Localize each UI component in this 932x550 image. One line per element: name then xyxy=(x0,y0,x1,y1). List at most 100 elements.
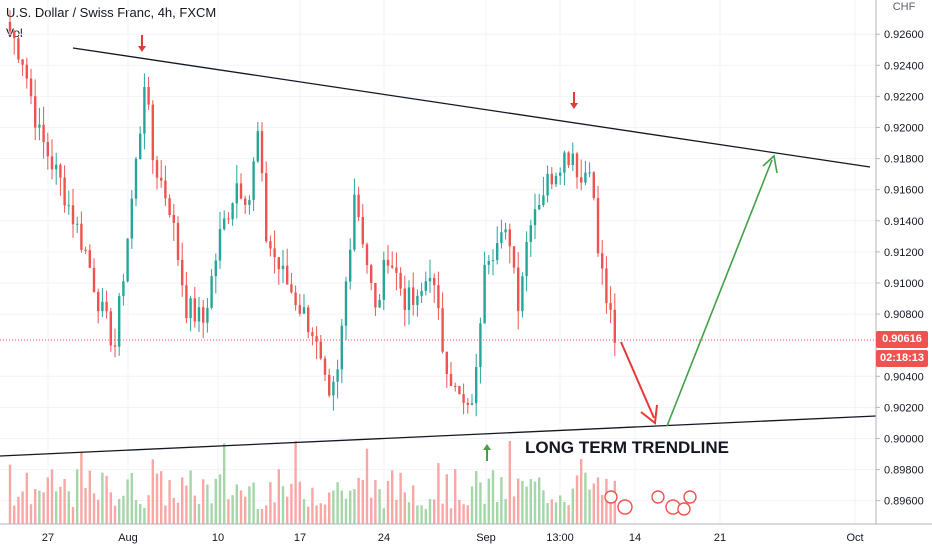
candle-body xyxy=(517,267,520,312)
time-tick-label: 10 xyxy=(212,532,224,544)
projection-up-arrow[interactable] xyxy=(666,154,778,427)
candle-body xyxy=(252,161,255,200)
candle-body xyxy=(609,303,612,310)
volume-bar xyxy=(433,499,436,524)
candle-body xyxy=(126,238,129,282)
volume-bar xyxy=(475,471,478,524)
volume-bar xyxy=(349,490,352,524)
candle-body xyxy=(424,281,427,291)
candle-body xyxy=(239,183,243,199)
candle-body xyxy=(470,403,474,405)
candle-body xyxy=(428,277,432,282)
volume-bar xyxy=(567,505,570,524)
candle-body xyxy=(143,86,146,134)
volume-bar xyxy=(344,498,348,524)
volume-bar xyxy=(302,499,306,524)
candle-body xyxy=(563,152,566,173)
candle-body xyxy=(365,244,369,266)
volume-bar xyxy=(29,504,33,524)
candle-body xyxy=(521,276,524,312)
volume-bar xyxy=(424,508,427,524)
volume-bar xyxy=(382,508,385,524)
candle-body xyxy=(575,153,579,178)
time-tick-label: 13:00 xyxy=(546,532,574,544)
candle-body xyxy=(487,261,490,265)
volume-bar xyxy=(584,472,587,524)
candle-body xyxy=(181,259,184,286)
candle-body xyxy=(386,259,390,266)
lower-trendline[interactable] xyxy=(0,415,877,457)
volume-bar xyxy=(563,501,566,524)
candle-body xyxy=(88,250,91,268)
volume-bar xyxy=(185,485,188,524)
volume-bar xyxy=(126,479,129,524)
volume-bar xyxy=(189,470,192,524)
volume-bar xyxy=(592,483,595,524)
projection-down-arrow[interactable] xyxy=(620,341,658,425)
volume-bar xyxy=(235,484,238,524)
candle-body xyxy=(84,249,87,251)
volume-bar xyxy=(118,498,121,524)
volume-bar xyxy=(454,469,457,524)
candle-body xyxy=(412,287,415,305)
volume-bar xyxy=(307,506,310,524)
candle-body xyxy=(441,308,444,352)
upper-trendline[interactable] xyxy=(72,47,871,168)
candle-body xyxy=(454,385,457,387)
candle-body xyxy=(214,260,217,277)
candle-body xyxy=(525,241,528,277)
candle-body xyxy=(63,177,66,206)
candle-body xyxy=(29,78,33,97)
event-icons[interactable] xyxy=(604,490,697,516)
time-tick-label: Aug xyxy=(118,532,138,544)
volume-bar xyxy=(88,470,91,524)
volume-bar xyxy=(428,499,432,524)
candle-body xyxy=(235,183,238,204)
volume-bar xyxy=(286,496,289,524)
candle-body xyxy=(92,267,96,293)
candle-body xyxy=(437,285,440,309)
candle-body xyxy=(391,265,394,268)
volume-bar xyxy=(546,503,549,524)
price-axis[interactable]: 0.92600 0.92400 0.92200 0.92000 0.91800 0.916… xyxy=(876,29,924,508)
volume-bar xyxy=(13,505,16,524)
volume-bar xyxy=(25,472,28,524)
volume-bar xyxy=(554,502,558,524)
time-axis[interactable]: 27 Aug 10 17 24 Sep 13:00 14 21 Oct xyxy=(42,532,864,544)
volume-bar xyxy=(559,495,562,524)
volume-bar xyxy=(84,487,87,524)
candle-body xyxy=(155,160,159,178)
volume-bar xyxy=(260,508,264,524)
candle-body xyxy=(122,281,125,297)
currency-label[interactable]: CHF xyxy=(892,1,916,13)
price-tick-label: 0.92600 xyxy=(884,29,924,41)
volume-bar xyxy=(470,486,474,524)
candle-body xyxy=(315,336,318,342)
volume-bar xyxy=(277,469,280,524)
volume-bar xyxy=(491,470,495,524)
volume-bar xyxy=(315,505,318,524)
volume-bar xyxy=(281,486,285,524)
volume-bar xyxy=(63,478,66,524)
volume-bar xyxy=(336,482,339,524)
up-arrow-icon xyxy=(483,444,491,461)
volume-bar xyxy=(596,477,600,524)
candle-body xyxy=(67,205,70,207)
down-arrow-icon xyxy=(570,92,578,109)
candle-body xyxy=(538,205,541,210)
price-tick-label: 0.90800 xyxy=(884,309,924,321)
volume-bar xyxy=(256,508,259,524)
volume-bar xyxy=(21,491,24,524)
volume-bar xyxy=(231,495,234,524)
candle-body xyxy=(80,223,83,250)
candle-body xyxy=(399,272,402,289)
price-tick-label: 0.92000 xyxy=(884,123,924,135)
candle-body xyxy=(449,374,453,386)
volume-bar xyxy=(571,488,574,524)
volume-bar xyxy=(193,495,196,524)
candle-body xyxy=(508,229,511,247)
candle-body xyxy=(193,298,196,322)
candle-body xyxy=(344,281,348,326)
candle-body xyxy=(101,301,104,312)
